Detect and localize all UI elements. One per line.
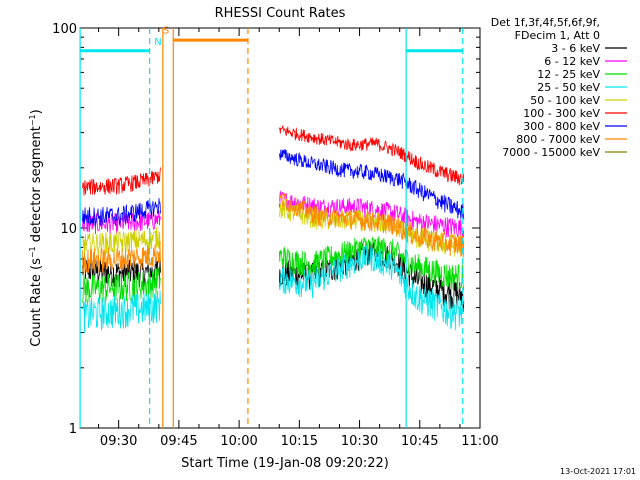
series-6-12-kev-segment-1	[82, 210, 161, 235]
x-tick-label: 11:00	[461, 434, 498, 449]
plot-frame	[79, 27, 481, 429]
series-800-7000-kev-segment-1	[82, 241, 161, 274]
y-tick-label: 1	[69, 422, 77, 437]
x-tick-label: 10:45	[401, 434, 438, 449]
legend-entry-label: 6 - 12 keV	[544, 55, 600, 68]
legend-entry-label: 25 - 50 keV	[537, 81, 600, 94]
series-100-300-kev-segment-1	[82, 167, 161, 196]
x-tick-label: 10:30	[341, 434, 378, 449]
series-300-800-kev-segment-1	[82, 198, 161, 227]
series-25-50-kev-segment-1	[82, 289, 161, 334]
axes: 09:30 09:45 10:00 10:15 10:30 10:45 11:00 1 10 10…	[52, 22, 499, 449]
legend-entry-label: 300 - 800 keV	[523, 120, 600, 133]
series-12-25-kev-segment-2	[278, 236, 465, 292]
legend: Det 1f,3f,4f,5f,6f,9f,FDecim 1, Att 03 -…	[491, 16, 627, 159]
y-axis-label: Count Rate (s−1 detector segment−1)	[28, 109, 44, 346]
legend-header: Det 1f,3f,4f,5f,6f,9f,	[491, 16, 600, 29]
series-12-25-kev-segment-1	[82, 267, 161, 303]
series-300-800-kev-segment-2	[278, 149, 465, 220]
legend-entry-label: 50 - 100 keV	[530, 94, 600, 107]
chart-title: RHESSI Count Rates	[215, 6, 346, 21]
y-tick-label: 100	[52, 22, 77, 37]
flag-label: S	[163, 25, 169, 36]
series-800-7000-kev-segment-2	[278, 192, 465, 258]
series-6-12-kev-segment-2	[278, 190, 465, 240]
series-25-50-kev-segment-2	[278, 245, 465, 331]
x-axis-label: Start Time (19-Jan-08 09:20:22)	[181, 456, 389, 471]
legend-entry-label: 800 - 7000 keV	[516, 133, 600, 146]
legend-entry-label: 100 - 300 keV	[523, 107, 600, 120]
legend-entry-label: 12 - 25 keV	[537, 68, 600, 81]
flag-label: N	[154, 37, 161, 48]
legend-header: FDecim 1, Att 0	[515, 29, 600, 42]
x-tick-label: 09:30	[100, 434, 137, 449]
footer-timestamp: 13-Oct-2021 17:01	[560, 467, 636, 476]
x-tick-label: 10:15	[281, 434, 318, 449]
y-tick-label: 10	[60, 222, 77, 237]
legend-entry-label: 7000 - 15000 keV	[502, 146, 600, 159]
plot-marks: SN	[79, 25, 465, 428]
series-100-300-kev-segment-2	[278, 125, 465, 186]
x-tick-label: 09:45	[160, 434, 197, 449]
legend-entry-label: 3 - 6 keV	[551, 42, 600, 55]
x-tick-label: 10:00	[220, 434, 257, 449]
series-50-100-kev-segment-1	[82, 226, 161, 257]
